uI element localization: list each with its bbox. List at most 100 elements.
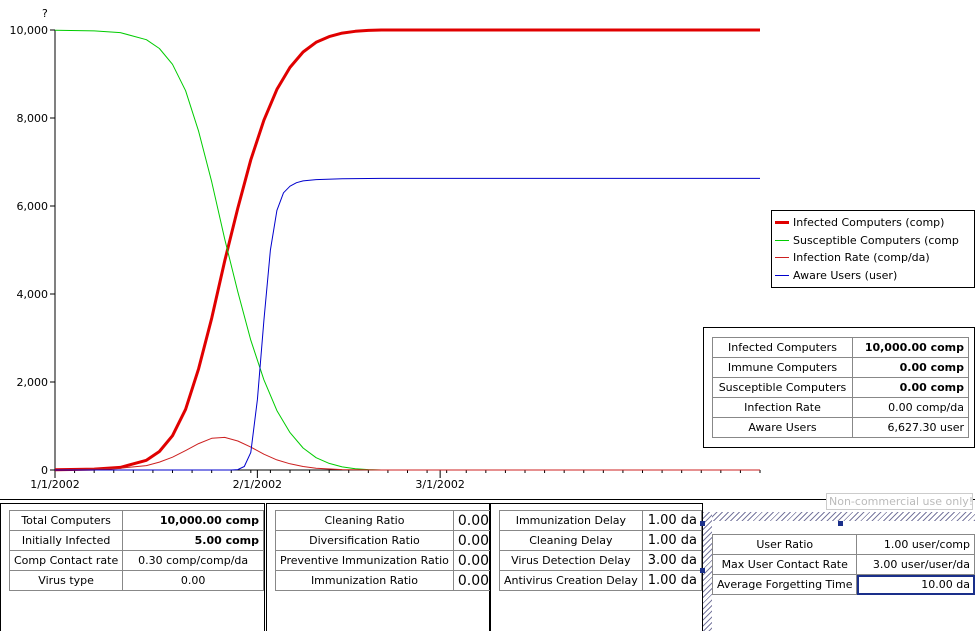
table-row: Max User Contact Rate 3.00 user/user/da <box>711 554 975 575</box>
legend-label: Aware Users (user) <box>793 268 898 282</box>
readout-label: Susceptible Computers <box>712 377 853 398</box>
param-label: Total Computers <box>8 510 124 531</box>
param-label: Virus type <box>8 570 124 591</box>
table-row: Average Forgetting Time 10.00 da <box>711 574 975 595</box>
contact-rate-field[interactable]: 0.30 comp/comp/da <box>122 550 264 571</box>
watermark: Non-commercial use only! <box>826 493 973 510</box>
ratios-panel: Cleaning Ratio 0.00 Diversification Rati… <box>266 503 495 631</box>
legend-item: Aware Users (user) <box>772 267 974 285</box>
cleaning-delay-field[interactable]: 1.00 da <box>641 530 703 551</box>
y-tick-label: 4,000 <box>17 288 49 301</box>
line-chart: ? 0 2,000 4,000 6,000 8,000 10,000 1/1/2002 2/1/… <box>10 7 761 491</box>
param-label: Average Forgetting Time <box>711 574 858 595</box>
x-tick-label: 1/1/2002 <box>30 478 79 491</box>
legend-swatch <box>775 257 789 259</box>
param-label: Preventive Immunization Ratio <box>275 550 454 571</box>
legend-label: Susceptible Computers (comp <box>793 233 959 247</box>
table-row: Infection Rate 0.00 comp/da <box>712 397 969 418</box>
readout-label: Immune Computers <box>712 357 853 378</box>
antivirus-creation-delay-field[interactable]: 1.00 da <box>641 570 703 591</box>
table-row: Susceptible Computers 0.00 comp <box>712 377 969 398</box>
table-row: Preventive Immunization Ratio 0.00 <box>275 550 495 571</box>
preventive-immunization-ratio-field[interactable]: 0.00 <box>452 550 495 571</box>
table-row: Cleaning Ratio 0.00 <box>275 510 495 531</box>
series-line <box>54 436 760 471</box>
table-row: Immune Computers 0.00 comp <box>712 357 969 378</box>
table-row: Initially Infected 5.00 comp <box>8 530 264 551</box>
x-tick-label: 2/1/2002 <box>233 478 282 491</box>
legend-swatch <box>775 274 789 276</box>
param-label: Virus Detection Delay <box>499 550 643 571</box>
readout-label: Infected Computers <box>712 337 853 358</box>
param-label: Cleaning Delay <box>499 530 643 551</box>
param-label: Initially Infected <box>8 530 124 551</box>
table-row: Virus type 0.00 <box>8 570 264 591</box>
y-tick-label: 10,000 <box>10 24 49 37</box>
user-params-panel: User Ratio 1.00 user/comp Max User Conta… <box>711 527 975 631</box>
table-row: User Ratio 1.00 user/comp <box>711 534 975 555</box>
series-line <box>54 29 760 471</box>
param-label: Antivirus Creation Delay <box>499 570 643 591</box>
table-row: Antivirus Creation Delay 1.00 da <box>499 570 703 591</box>
immunization-delay-field[interactable]: 1.00 da <box>641 510 703 531</box>
table-row: Total Computers 10,000.00 comp <box>8 510 264 531</box>
readout-value: 0.00 comp <box>852 377 969 398</box>
param-label: Max User Contact Rate <box>711 554 858 575</box>
divider <box>0 499 975 500</box>
legend-swatch <box>775 221 789 225</box>
series-line <box>55 177 760 471</box>
readout-value: 10,000.00 comp <box>852 337 969 358</box>
table-row: Aware Users 6,627.30 user <box>712 417 969 438</box>
y-tick-label: 8,000 <box>17 112 49 125</box>
legend-label: Infection Rate (comp/da) <box>793 251 930 265</box>
y-tick-label: 6,000 <box>17 200 49 213</box>
selection-border[interactable] <box>705 512 975 521</box>
cleaning-ratio-field[interactable]: 0.00 <box>452 510 495 531</box>
virus-type-field[interactable]: 0.00 <box>122 570 264 591</box>
readout-label: Aware Users <box>712 417 853 438</box>
diversification-ratio-field[interactable]: 0.00 <box>452 530 495 551</box>
table-row: Cleaning Delay 1.00 da <box>499 530 703 551</box>
readout-value: 0.00 comp/da <box>852 397 969 418</box>
user-ratio-field[interactable]: 1.00 user/comp <box>856 534 975 555</box>
table-row: Immunization Ratio 0.00 <box>275 570 495 591</box>
resize-handle[interactable] <box>700 568 705 573</box>
y-tick-label: 0 <box>41 464 48 477</box>
param-label: Immunization Ratio <box>275 570 454 591</box>
chart-title: ? <box>42 7 48 20</box>
x-tick-label: 3/1/2002 <box>415 478 464 491</box>
param-label: User Ratio <box>711 534 858 555</box>
series-line <box>54 28 760 472</box>
y-tick-label: 2,000 <box>17 376 49 389</box>
immunization-ratio-field[interactable]: 0.00 <box>452 570 495 591</box>
legend-item: Susceptible Computers (comp <box>772 232 974 250</box>
readout-value: 6,627.30 user <box>852 417 969 438</box>
initially-infected-field[interactable]: 5.00 comp <box>122 530 264 551</box>
legend-item: Infection Rate (comp/da) <box>772 249 974 267</box>
readout-value: 0.00 comp <box>852 357 969 378</box>
virus-detection-delay-field[interactable]: 3.00 da <box>641 550 703 571</box>
param-label: Comp Contact rate <box>8 550 124 571</box>
average-forgetting-time-field[interactable]: 10.00 da <box>856 574 975 595</box>
table-row: Virus Detection Delay 3.00 da <box>499 550 703 571</box>
selection-border-left[interactable] <box>703 512 712 631</box>
value-readout-table: Infected Computers 10,000.00 comp Immune… <box>703 327 975 448</box>
max-user-contact-rate-field[interactable]: 3.00 user/user/da <box>856 554 975 575</box>
total-computers-field[interactable]: 10,000.00 comp <box>122 510 264 531</box>
param-label: Cleaning Ratio <box>275 510 454 531</box>
legend-swatch <box>775 239 789 241</box>
chart-legend: Infected Computers (comp) Susceptible Co… <box>771 210 975 288</box>
table-row: Comp Contact rate 0.30 comp/comp/da <box>8 550 264 571</box>
legend-item: Infected Computers (comp) <box>772 214 974 232</box>
resize-handle[interactable] <box>838 521 843 526</box>
table-row: Infected Computers 10,000.00 comp <box>712 337 969 358</box>
table-row: Diversification Ratio 0.00 <box>275 530 495 551</box>
legend-label: Infected Computers (comp) <box>793 216 945 230</box>
resize-handle[interactable] <box>700 521 705 526</box>
model-inputs-panel: Total Computers 10,000.00 comp Initially… <box>0 503 265 631</box>
table-row: Immunization Delay 1.00 da <box>499 510 703 531</box>
param-label: Immunization Delay <box>499 510 643 531</box>
delays-panel: Immunization Delay 1.00 da Cleaning Dela… <box>490 503 703 631</box>
readout-label: Infection Rate <box>712 397 853 418</box>
